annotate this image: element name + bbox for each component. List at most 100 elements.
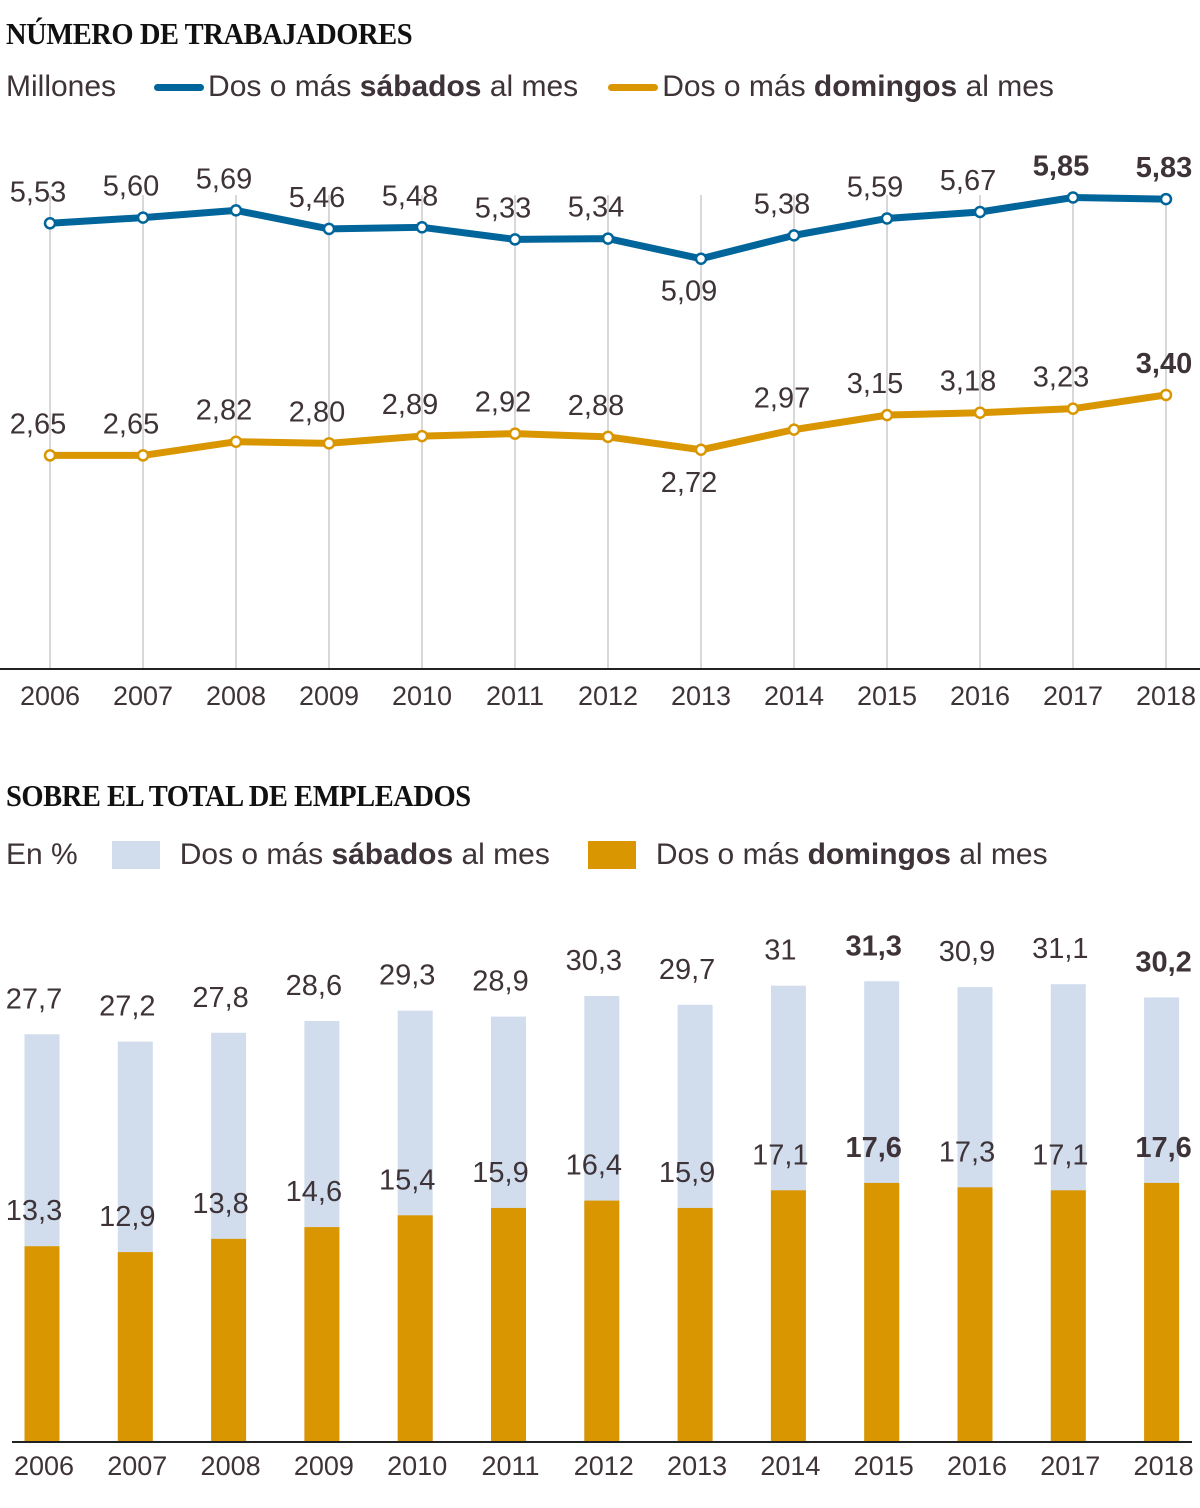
bar-x-tick-label-2011: 2011 [481,1451,539,1481]
point-sabados-2018 [1159,192,1173,206]
legend-label-sabados: Dos o más sábados al mes [208,70,579,103]
point-sabados-2006 [43,217,57,230]
data-label-pct-sabados-2014: 31 [764,935,796,967]
data-label-pct-domingos-2016: 17,3 [939,1136,995,1168]
x-tick-label-2006: 2006 [20,681,80,711]
bar-domingos-2006 [24,1246,60,1442]
legend-box-swatch-domingos [587,841,636,869]
data-label-pct-domingos-2012: 16,4 [566,1150,622,1182]
data-label-sabados-2013: 5,09 [661,276,717,308]
point-domingos-2009 [322,437,336,450]
data-label-pct-sabados-2012: 30,3 [566,945,622,977]
data-label-domingos-2009: 2,80 [289,396,345,428]
data-label-pct-sabados-2011: 28,9 [472,966,528,998]
legend-label-domingos-pct: Dos o más domingos al mes [655,838,1048,871]
data-label-domingos-2007: 2,65 [103,408,159,440]
legend-item-sabados-pct: Dos o más sábados al mes [111,838,550,872]
data-label-pct-domingos-2009: 14,6 [286,1176,342,1208]
bar-x-tick-label-2007: 2007 [107,1451,167,1481]
data-label-pct-domingos-2006: 13,3 [6,1195,62,1227]
bar-x-tick-label-2010: 2010 [387,1451,447,1481]
bar-domingos-2008 [211,1238,247,1442]
data-label-domingos-2016: 3,18 [940,366,996,398]
x-tick-label-2018: 2018 [1136,681,1196,711]
bar-chart-legend: En % Dos o más sábados al mes Dos o más … [6,838,1078,872]
data-label-pct-domingos-2010: 15,4 [379,1164,435,1196]
x-tick-label-2014: 2014 [764,681,824,711]
data-label-sabados-2007: 5,60 [103,171,159,203]
bar-domingos-2015 [864,1182,900,1442]
data-label-pct-domingos-2015: 17,6 [845,1132,901,1164]
bar-domingos-2016 [957,1187,993,1442]
data-label-pct-sabados-2013: 29,7 [659,954,715,986]
legend-item-sabados: Dos o más sábados al mes [154,70,578,104]
point-domingos-2014 [787,423,801,436]
x-tick-label-2012: 2012 [578,681,638,711]
bar-domingos-2018 [1144,1182,1180,1442]
data-label-sabados-2010: 5,48 [382,180,438,212]
data-label-pct-sabados-2010: 29,3 [379,960,435,992]
bar-x-tick-label-2006: 2006 [14,1451,74,1481]
bar-x-tick-label-2018: 2018 [1134,1451,1194,1481]
bar-x-tick-label-2016: 2016 [947,1451,1007,1481]
bar-domingos-2007 [117,1252,153,1442]
data-label-pct-domingos-2017: 17,1 [1032,1139,1088,1171]
data-label-domingos-2006: 2,65 [10,408,66,440]
data-label-sabados-2016: 5,67 [940,165,996,197]
x-tick-label-2011: 2011 [486,681,544,711]
bar-domingos-2014 [770,1190,806,1442]
bar-domingos-2011 [491,1207,526,1442]
data-label-sabados-2015: 5,59 [847,171,903,203]
bar-chart-unit-label: En % [6,838,78,871]
legend-item-domingos-pct: Dos o más domingos al mes [587,838,1048,872]
x-tick-label-2017: 2017 [1043,681,1103,711]
data-label-pct-sabados-2015: 31,3 [845,930,901,962]
bar-domingos-2009 [304,1227,340,1442]
data-label-pct-domingos-2018: 17,6 [1135,1132,1191,1164]
data-label-domingos-2017: 3,23 [1033,362,1089,394]
point-domingos-2012 [601,430,615,444]
bar-domingos-2013 [677,1207,713,1442]
data-label-sabados-2006: 5,53 [10,176,66,208]
data-label-sabados-2009: 5,46 [289,182,345,214]
data-label-sabados-2014: 5,38 [754,188,810,220]
point-sabados-2008 [229,204,243,217]
point-domingos-2008 [229,435,243,448]
data-label-pct-domingos-2014: 17,1 [752,1139,808,1171]
x-tick-label-2010: 2010 [392,681,452,711]
point-sabados-2012 [601,232,615,245]
point-sabados-2017 [1066,191,1080,204]
point-sabados-2013 [694,252,708,265]
data-label-sabados-2017: 5,85 [1033,150,1089,182]
x-tick-label-2007: 2007 [113,681,173,711]
data-label-sabados-2008: 5,69 [196,163,252,195]
point-domingos-2013 [694,443,708,457]
data-label-domingos-2015: 3,15 [847,368,903,400]
line-chart-unit-label: Millones [6,70,117,103]
bar-domingos-2012 [584,1200,620,1442]
line-chart: 2006 2007 2008 2009 2010 2011 2012 2013 2014 2015… [0,150,1200,711]
data-label-pct-sabados-2006: 27,7 [6,983,62,1015]
data-label-domingos-2008: 2,82 [196,395,252,427]
data-label-sabados-2018: 5,83 [1136,152,1192,184]
x-tick-label-2013: 2013 [671,681,731,711]
point-sabados-2009 [322,222,336,236]
legend-label-sabados-pct: Dos o más sábados al mes [179,838,550,871]
data-label-domingos-2013: 2,72 [661,467,717,499]
point-sabados-2014 [787,229,801,242]
bar-x-tick-label-2017: 2017 [1040,1451,1100,1481]
line-chart-title: NÚMERO DE TRABAJADORES [6,16,413,51]
data-label-domingos-2010: 2,89 [382,389,438,421]
data-label-pct-sabados-2007: 27,2 [99,991,155,1023]
bar-x-tick-label-2009: 2009 [294,1451,354,1481]
bar-x-tick-label-2013: 2013 [667,1451,727,1481]
data-label-pct-sabados-2016: 30,9 [939,936,995,968]
point-domingos-2016 [973,406,987,419]
x-tick-label-2009: 2009 [299,681,359,711]
bar-domingos-2017 [1050,1190,1086,1442]
point-sabados-2016 [973,205,987,219]
bar-domingos-2010 [397,1215,433,1442]
x-tick-label-2016: 2016 [950,681,1010,711]
data-label-domingos-2011: 2,92 [475,387,531,419]
